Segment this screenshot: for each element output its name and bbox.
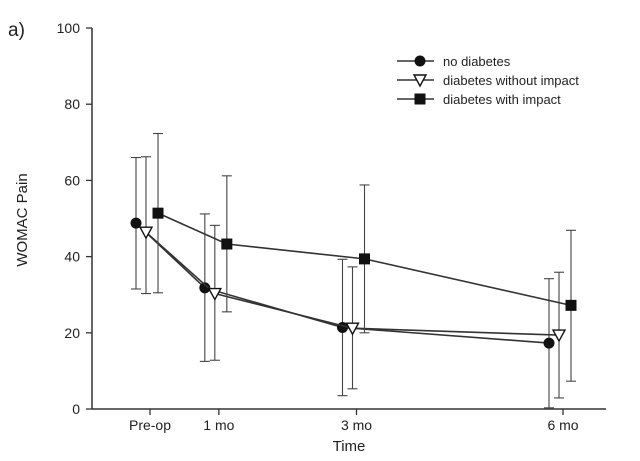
series-layer: [130, 132, 577, 409]
y-axis-ticks: 0 20 40 60 80 100: [57, 20, 92, 417]
x-axis-ticks: Pre-op 1 mo 3 mo 6 mo: [129, 409, 579, 433]
y-tick-label: 80: [64, 96, 80, 112]
data-point: [138, 226, 154, 240]
series-line: [145, 231, 560, 336]
series-diabetes-with-impact: [152, 132, 577, 382]
series-diabetes-without-impact: [138, 156, 567, 399]
legend-label: no diabetes: [443, 54, 511, 69]
legend-marker: [414, 93, 426, 105]
data-point: [345, 322, 360, 336]
data-point: [130, 217, 142, 229]
data-point: [199, 282, 211, 294]
data-point: [565, 299, 577, 311]
data-point: [152, 207, 164, 219]
data-point: [221, 238, 233, 250]
y-axis-title: WOMAC Pain: [14, 173, 31, 266]
series-no-diabetes: [130, 156, 555, 409]
x-tick-label: 3 mo: [341, 417, 372, 433]
panel-label: a): [8, 20, 25, 41]
data-point: [551, 329, 567, 343]
legend: no diabetes diabetes without impact diabet…: [397, 54, 579, 107]
y-tick-label: 60: [64, 172, 80, 188]
x-tick-label: 1 mo: [203, 417, 234, 433]
x-axis-title: Time: [333, 438, 366, 455]
data-point: [337, 321, 348, 333]
y-tick-label: 20: [64, 325, 80, 341]
y-tick-label: 40: [64, 249, 80, 265]
x-tick-label: Pre-op: [129, 417, 171, 433]
series-line: [157, 212, 572, 307]
y-tick-label: 0: [72, 401, 80, 417]
x-tick-label: 6 mo: [547, 417, 578, 433]
data-point: [359, 253, 370, 265]
y-tick-label: 100: [57, 20, 81, 36]
data-point: [207, 287, 223, 302]
legend-marker: [412, 74, 428, 88]
data-point: [543, 337, 555, 349]
legend-marker: [414, 55, 426, 67]
legend-label: diabetes with impact: [443, 92, 561, 107]
legend-label: diabetes without impact: [443, 73, 579, 88]
